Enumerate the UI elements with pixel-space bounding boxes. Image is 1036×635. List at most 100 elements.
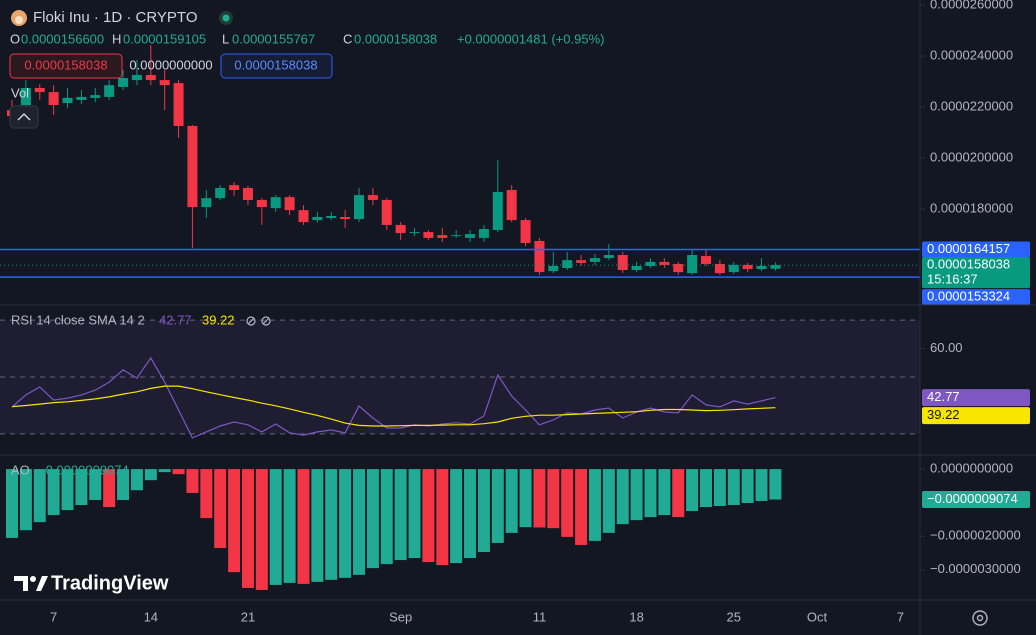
ao-title: AO	[11, 462, 30, 477]
ao-bar	[630, 469, 643, 521]
ao-bar	[588, 469, 601, 541]
ohlc-value: 0.0000158038	[354, 31, 437, 46]
hline-label-box	[922, 241, 1030, 258]
ao-bar	[658, 469, 671, 516]
candle-body	[770, 265, 781, 269]
ao-bar	[769, 469, 782, 500]
ohlc-value: 0.0000155767	[232, 31, 315, 46]
candle-body	[62, 97, 73, 104]
ao-bar	[241, 469, 254, 588]
ao-bar	[228, 469, 241, 573]
ao-bar	[741, 469, 754, 503]
ao-bar	[450, 469, 463, 564]
series-line	[11, 356, 776, 439]
ao-bar	[422, 469, 435, 563]
buy-price: 0.0000158038	[234, 57, 317, 72]
ao-bar	[394, 469, 407, 561]
x-tick-label: 7	[50, 609, 57, 624]
series-last-label: 42.77	[927, 389, 960, 404]
candle-body	[576, 260, 587, 263]
candle-body	[104, 85, 115, 97]
candle-body	[645, 261, 656, 266]
last-price-box	[922, 257, 1030, 289]
sell-button[interactable]	[9, 53, 123, 79]
symbol-title: Floki Inu · 1D · CRYPTO	[33, 9, 198, 26]
ao-bar	[505, 469, 518, 533]
ohlc-label: O	[10, 31, 20, 46]
ao-bar	[602, 469, 615, 533]
candle-body	[589, 258, 600, 262]
candle-body	[603, 255, 614, 259]
candle-body	[451, 235, 462, 237]
ohlc-label: H	[112, 31, 121, 46]
ao-bar	[533, 469, 546, 528]
brand-name: TradingView	[51, 572, 169, 594]
hline-label: 0.0000164157	[927, 241, 1010, 256]
x-tick-label: 14	[144, 609, 158, 624]
ao-bar	[353, 469, 365, 575]
rsi-title: RSI 14 close SMA 14 2	[11, 312, 145, 327]
candle-body	[20, 87, 31, 106]
candle-body	[270, 197, 281, 209]
ao-bar	[491, 469, 504, 543]
ao-bar	[214, 469, 227, 548]
ohlc-change: +0.0000001481 (+0.95%)	[457, 31, 604, 46]
collapse-button[interactable]	[9, 105, 39, 129]
brand-logo	[14, 576, 48, 591]
y-tick-label: 0.0000260000	[930, 0, 1013, 12]
settings-button[interactable]	[972, 610, 988, 626]
ao-bar	[366, 469, 379, 569]
ao-bar	[255, 469, 268, 590]
ao-bar	[464, 469, 477, 559]
candle-body	[437, 235, 448, 238]
ao-bar	[311, 469, 324, 582]
ao-bar	[117, 469, 130, 500]
buy-button[interactable]	[220, 53, 333, 79]
candle-body	[298, 210, 309, 223]
ao-bar	[408, 469, 421, 559]
hline-label-box	[922, 289, 1030, 306]
y-tick-label: 0.0000220000	[930, 99, 1013, 114]
ao-bar	[283, 469, 296, 583]
y-tick-label: 0.0000200000	[930, 150, 1013, 165]
ao-bar	[616, 469, 629, 525]
rsi-value: 42.77	[159, 312, 192, 327]
ao-bar	[103, 469, 116, 508]
candle-body	[687, 255, 698, 274]
y-tick-label: 0.0000180000	[930, 201, 1013, 216]
candle-body	[34, 87, 45, 93]
y-tick-label: 0.0000240000	[930, 48, 1013, 63]
x-tick-label: 21	[241, 609, 255, 624]
candle-body	[617, 255, 628, 271]
ao-bar	[561, 469, 574, 537]
ao-bar	[47, 469, 60, 516]
candle-body	[48, 92, 59, 106]
candle-body	[201, 198, 212, 208]
candle-body	[131, 74, 142, 81]
ao-bar	[339, 469, 352, 578]
y-tick-label: 0.0000000000	[930, 461, 1013, 476]
candle-body	[90, 95, 101, 98]
ao-bar	[380, 469, 393, 565]
series-last-label-box	[922, 407, 1030, 425]
x-tick-label: 7	[897, 609, 904, 624]
ao-last-label-box	[922, 491, 1030, 509]
candle-body	[562, 260, 573, 269]
ohlc-value: 0.0000156600	[21, 31, 104, 46]
series-line	[11, 385, 776, 427]
volume-label: Vol	[11, 85, 29, 100]
candle-body	[423, 232, 434, 238]
candle-body	[520, 220, 531, 244]
coin-logo	[15, 16, 23, 24]
candle-body	[229, 185, 240, 190]
ao-bar	[727, 469, 740, 506]
candle-body	[340, 217, 351, 220]
series-last-label-box	[922, 389, 1030, 407]
candle-body	[354, 195, 364, 220]
candle-body	[728, 264, 739, 273]
candle-body	[381, 199, 392, 225]
market-status	[222, 14, 230, 22]
hline-label: 0.0000153324	[927, 289, 1010, 304]
